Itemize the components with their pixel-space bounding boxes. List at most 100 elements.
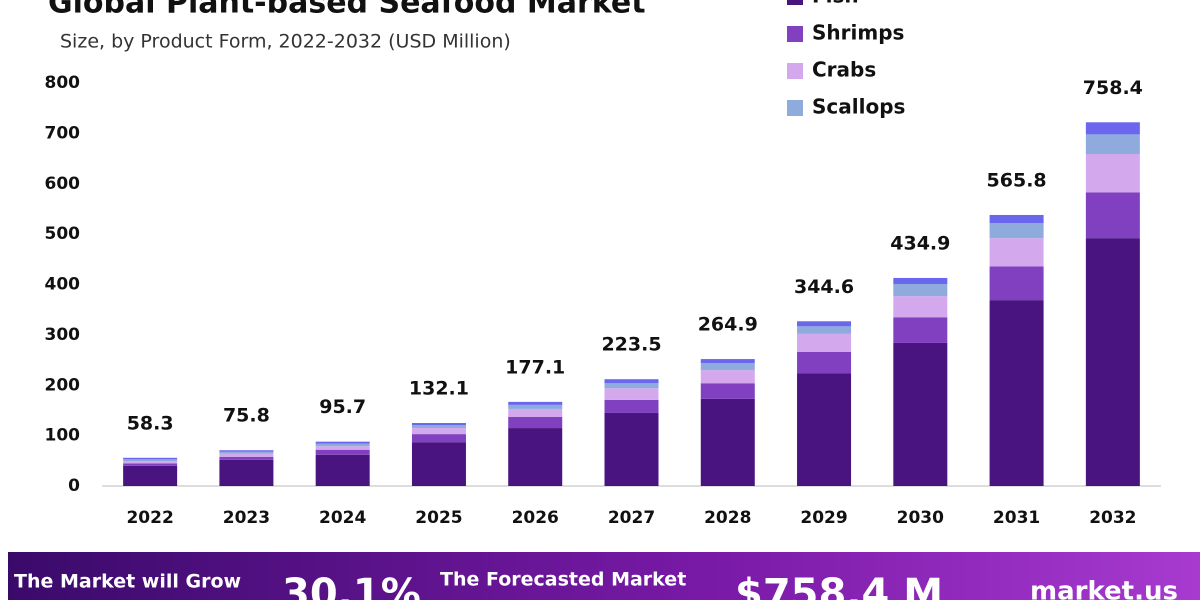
bar-segment <box>1085 238 1140 486</box>
bar-segment <box>123 459 178 462</box>
legend-swatch <box>787 0 803 5</box>
bar-segment <box>604 379 659 384</box>
bar-segment <box>219 453 274 457</box>
bar-segment <box>893 277 948 284</box>
bar-segment <box>123 457 178 460</box>
bar-segment <box>700 398 755 486</box>
y-tick-label: 800 <box>45 73 81 93</box>
bar-segment <box>219 450 274 452</box>
bar-segment <box>797 333 852 353</box>
bar-segment <box>893 296 948 318</box>
bar-segment <box>315 446 370 450</box>
total-label: 223.5 <box>601 334 661 356</box>
legend-label: Scallops <box>812 95 905 119</box>
chart-title: Global Plant-based Seafood Market <box>48 0 646 21</box>
bar-segment <box>411 434 466 443</box>
bar-segment <box>989 300 1044 486</box>
y-tick-label: 500 <box>45 224 81 244</box>
bar-segment <box>123 461 178 464</box>
bar-segment <box>700 363 755 371</box>
x-tick-label: 2032 <box>1089 508 1136 528</box>
bar-segment <box>893 317 948 343</box>
bar-segment <box>219 451 274 454</box>
x-tick-label: 2024 <box>319 508 366 528</box>
x-tick-label: 2030 <box>897 508 944 528</box>
bar-segment <box>604 388 659 400</box>
total-label: 565.8 <box>987 169 1047 191</box>
bar-segment <box>893 342 948 486</box>
bar-segment <box>508 428 563 486</box>
bar-segment <box>989 214 1044 224</box>
total-label: 758.4 <box>1083 77 1143 99</box>
bar-segment <box>508 401 563 405</box>
bar-segment <box>893 283 948 297</box>
bar-segment <box>989 238 1044 267</box>
bar-segment <box>411 425 466 429</box>
banner-forecast: The Forecasted Market <box>440 569 686 591</box>
x-tick-label: 2026 <box>512 508 559 528</box>
bar-segment <box>315 443 370 447</box>
bar-segment <box>797 321 852 327</box>
bar-segment <box>1085 154 1140 193</box>
x-tick-label: 2031 <box>993 508 1040 528</box>
total-label: 177.1 <box>505 356 565 378</box>
bar-segment <box>219 456 274 460</box>
bar-segment <box>1085 192 1140 239</box>
banner-forecast-value: $758.4 M <box>735 571 943 600</box>
bar-segment <box>411 423 466 426</box>
bar-segment <box>989 223 1044 239</box>
x-tick-label: 2022 <box>126 508 173 528</box>
legend-label: Shrimps <box>812 21 904 45</box>
bar-segment <box>508 404 563 409</box>
legend-swatch <box>787 26 803 42</box>
bar-segment <box>1085 134 1140 155</box>
bar-segment <box>315 454 370 486</box>
bar-segment <box>604 399 659 413</box>
bar-segment <box>411 442 466 486</box>
x-tick-label: 2029 <box>800 508 847 528</box>
bar-segment <box>700 383 755 399</box>
bar-segment <box>1085 122 1140 135</box>
banner-brand: market.us <box>1030 577 1178 600</box>
legend-label: Crabs <box>812 58 876 82</box>
total-label: 434.9 <box>890 232 950 254</box>
total-label: 75.8 <box>223 405 270 427</box>
bar-segment <box>508 408 563 417</box>
legend-swatch <box>787 100 803 116</box>
y-tick-label: 100 <box>45 426 81 446</box>
total-label: 264.9 <box>698 314 758 336</box>
bar-segment <box>411 428 466 435</box>
bar-segment <box>604 383 659 389</box>
banner-grow: The Market will Grow <box>14 571 241 593</box>
bar-segment <box>797 326 852 334</box>
legend-label: Fish <box>812 0 859 8</box>
bar-segment <box>797 352 852 374</box>
x-tick-label: 2023 <box>223 508 270 528</box>
banner-cagr: 30.1% <box>282 571 421 600</box>
x-tick-label: 2027 <box>608 508 655 528</box>
bar-segment <box>315 449 370 455</box>
y-tick-label: 0 <box>68 476 80 496</box>
x-tick-label: 2028 <box>704 508 751 528</box>
total-label: 95.7 <box>319 396 366 418</box>
y-tick-label: 700 <box>45 123 81 143</box>
legend-swatch <box>787 63 803 79</box>
bar-segment <box>508 416 563 429</box>
bar-segment <box>123 465 178 486</box>
y-tick-label: 200 <box>45 375 81 395</box>
bar-segment <box>219 459 274 486</box>
total-label: 344.6 <box>794 276 854 298</box>
bar-segment <box>315 441 370 444</box>
banner <box>8 552 1200 600</box>
total-label: 132.1 <box>409 378 469 400</box>
bar-segment <box>700 359 755 364</box>
bar-segment <box>123 463 178 466</box>
y-tick-label: 600 <box>45 174 81 194</box>
bar-segment <box>797 373 852 486</box>
y-tick-label: 400 <box>45 275 81 295</box>
x-tick-label: 2025 <box>415 508 462 528</box>
y-tick-label: 300 <box>45 325 81 345</box>
bar-segment <box>989 266 1044 301</box>
chart-subtitle: Size, by Product Form, 2022-2032 (USD Mi… <box>60 31 511 53</box>
